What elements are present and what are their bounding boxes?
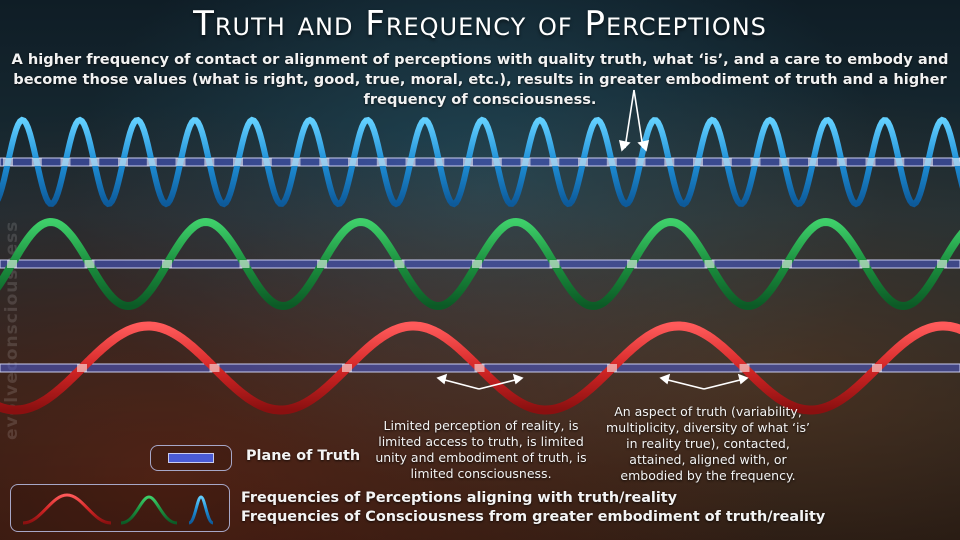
truth-contact-point [549,260,560,268]
high-frequency-wave [0,116,960,208]
arrow-icon [659,373,749,390]
truth-contact-point [31,158,42,166]
limited-perception-note: Limited perception of reality, is limite… [375,418,587,481]
red-wave-icon [22,493,112,525]
truth-contact-point [721,158,732,166]
plane-of-truth-high [0,157,960,167]
truth-contact-point [342,364,352,372]
truth-contact-point [894,158,905,166]
truth-contact-point [693,158,703,166]
legend-perception-label: Frequencies of Perceptions aligning with… [241,490,678,506]
page-title: Truth and Frequency of Perceptions [193,4,767,44]
medium-frequency-wave [0,217,960,311]
truth-contact-point [290,158,301,166]
truth-contact-point [739,364,750,372]
truth-contact-point [118,158,128,166]
truth-contact-point [951,158,960,166]
truth-contact-point [779,158,790,166]
truth-contact-point [549,158,560,166]
legend-plane-label: Plane of Truth [246,448,361,464]
truth-contact-point [578,158,588,166]
aspect-of-truth-note: An aspect of truth (variability, multipl… [606,404,810,483]
truth-contact-point [146,158,157,166]
blue-wave-icon [188,495,214,525]
truth-contact-point [261,158,272,166]
truth-contact-point [782,260,792,268]
truth-contact-points-low [77,364,882,372]
truth-contact-point [606,158,617,166]
truth-contact-point [394,260,405,268]
truth-contact-point [923,158,933,166]
truth-contact-point [209,364,220,372]
truth-contact-point [233,158,243,166]
truth-contact-point [463,158,473,166]
plane-of-truth-swatch [168,453,214,463]
truth-contact-point [937,260,947,268]
truth-contact-point [175,158,186,166]
truth-contact-point [635,158,646,166]
legend-waves-icons [22,493,214,525]
truth-contact-point [89,158,100,166]
truth-contact-point [60,158,71,166]
truth-contact-point [664,158,675,166]
truth-contact-point [472,260,482,268]
legend-waves-box [10,484,230,532]
legend-consciousness-label: Frequencies of Consciousness from greate… [241,509,826,525]
truth-contact-point [3,158,13,166]
truth-contact-point [836,158,847,166]
truth-contact-point [162,260,172,268]
legend-plane-box [150,445,232,471]
truth-contact-point [520,158,531,166]
truth-contact-point [607,364,617,372]
truth-contact-point [77,364,87,372]
truth-contact-point [808,158,818,166]
truth-contact-points-high [3,158,960,166]
arrow-icon [436,373,524,390]
truth-contact-point [84,260,95,268]
truth-contact-points-medium [7,260,947,268]
truth-contact-point [317,260,327,268]
truth-contact-point [376,158,387,166]
subtitle: A higher frequency of contact or alignme… [11,51,949,108]
truth-contact-point [704,260,715,268]
truth-contact-point [319,158,330,166]
truth-contact-point [872,364,882,372]
truth-contact-point [204,158,215,166]
truth-contact-point [750,158,761,166]
truth-contact-point [348,158,358,166]
truth-contact-point [474,364,485,372]
truth-contact-point [491,158,502,166]
truth-contact-point [865,158,876,166]
truth-contact-point [859,260,870,268]
green-wave-icon [120,495,178,525]
truth-contact-point [627,260,637,268]
truth-contact-point [434,158,445,166]
truth-contact-point [239,260,250,268]
truth-contact-point [405,158,416,166]
arrow-icon [618,89,650,152]
truth-contact-point [7,260,17,268]
